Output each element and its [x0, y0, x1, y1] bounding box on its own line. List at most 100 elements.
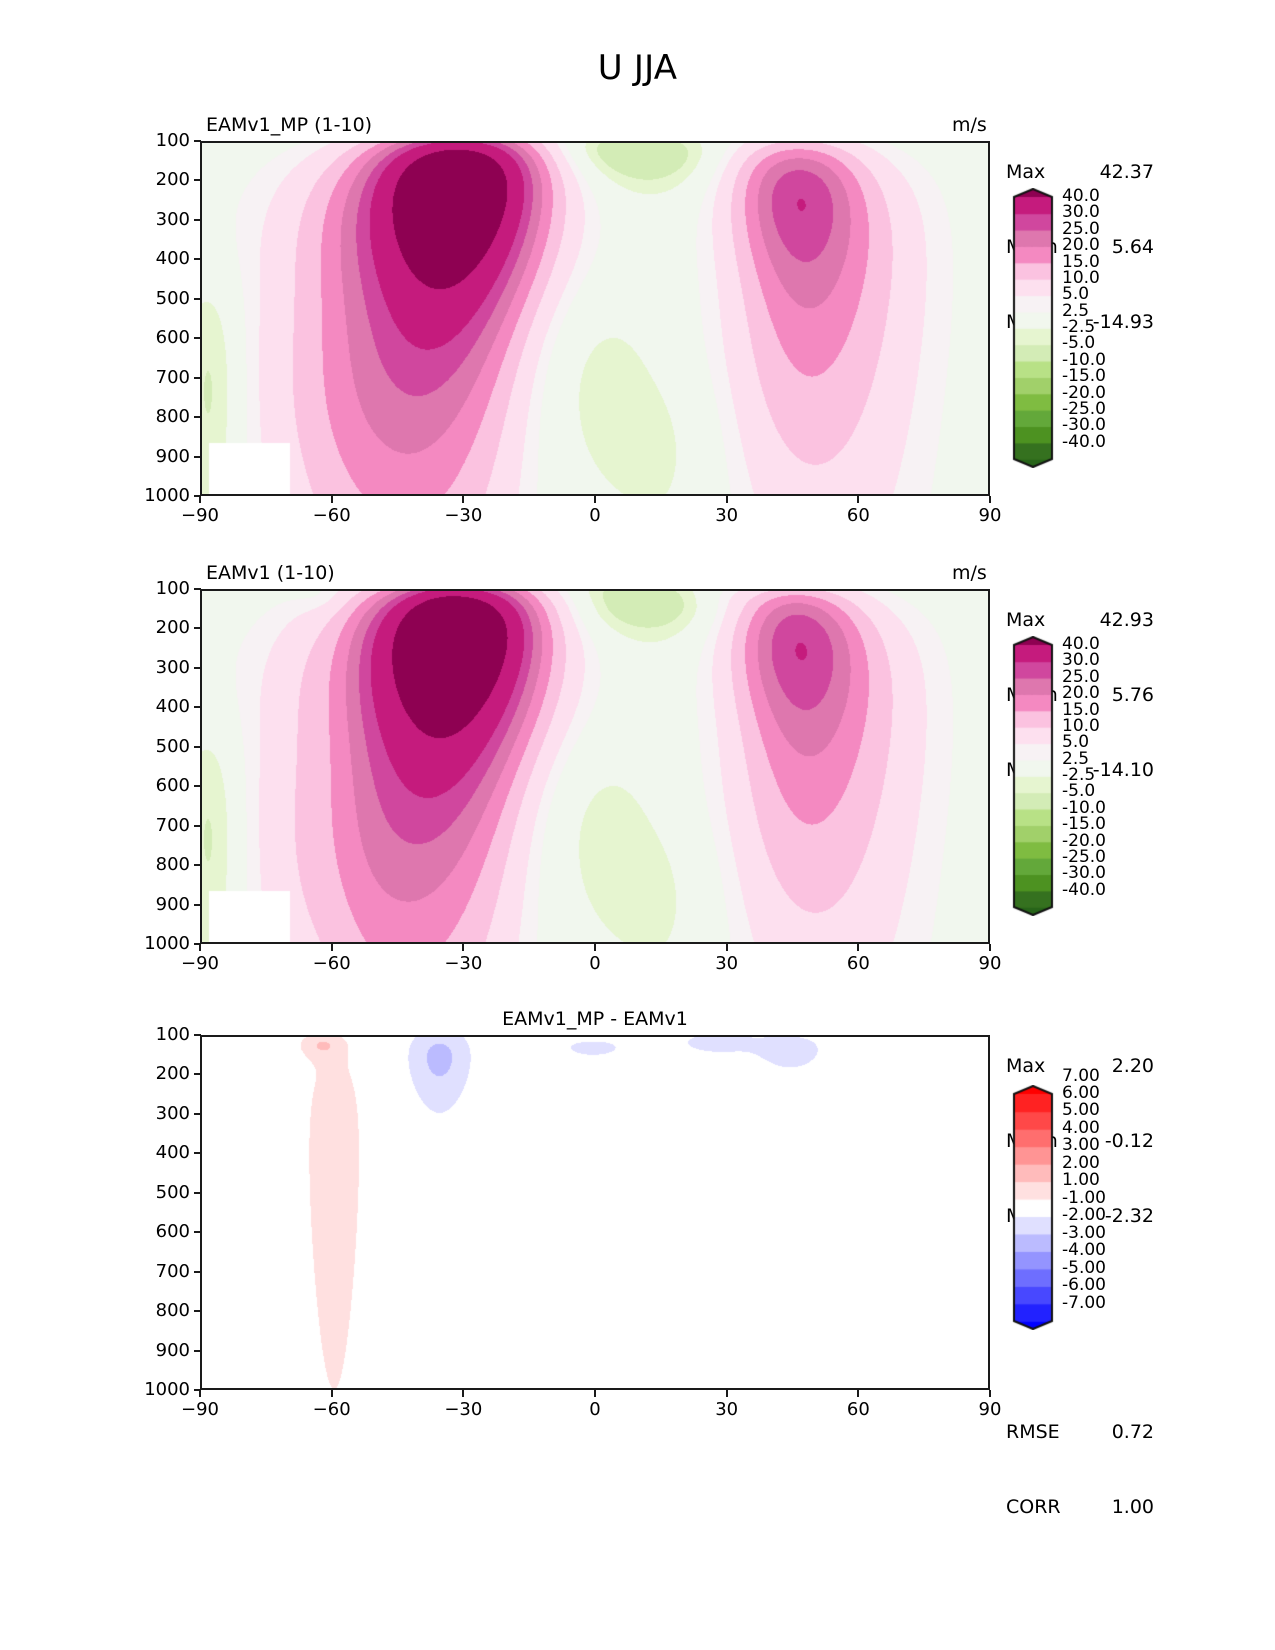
y-axis-tick: [194, 706, 201, 709]
x-axis-tick-label: 90: [978, 953, 1002, 974]
x-axis-tick-label: 30: [715, 505, 739, 526]
y-axis-tick-label: 900: [155, 445, 190, 467]
y-axis-tick-label: 200: [155, 169, 190, 191]
colorbar-tick-label: -6.00: [1062, 1275, 1106, 1296]
x-axis-tick-label: 60: [846, 505, 870, 526]
y-axis-tick: [194, 785, 201, 788]
y-axis-tick-label: 800: [155, 406, 190, 428]
colorbar-tick-label: -30.0: [1062, 863, 1106, 884]
x-axis-tick-label: 30: [715, 953, 739, 974]
y-axis-tick: [194, 943, 201, 945]
colorbar-tick-label: -5.0: [1062, 333, 1096, 354]
colorbar-tick-label: 3.00: [1062, 1135, 1100, 1156]
y-axis-tick: [194, 1034, 201, 1036]
x-axis-tick-label: −60: [312, 1399, 351, 1420]
y-axis-tick-label: 200: [155, 617, 190, 639]
colorbar-tick-label: 15.0: [1062, 251, 1100, 272]
x-axis-tick-label: 0: [589, 505, 601, 526]
x-axis-tick-label: −30: [444, 505, 483, 526]
colorbar-tick-label: -15.0: [1062, 814, 1106, 835]
y-axis-tick: [194, 1270, 201, 1273]
y-axis-tick-label: 500: [155, 735, 190, 757]
x-axis-tick: [857, 1390, 860, 1397]
x-axis-tick: [725, 944, 728, 951]
y-axis-tick-label: 400: [155, 696, 190, 718]
y-axis-tick: [194, 1112, 201, 1115]
x-axis-tick: [594, 944, 596, 951]
y-axis-tick: [194, 1073, 201, 1076]
colorbar-tick-label: -5.0: [1062, 781, 1096, 802]
x-axis-tick-label: 60: [846, 1399, 870, 1420]
y-axis-tick: [194, 903, 201, 906]
x-axis-tick-label: 30: [715, 1399, 739, 1420]
colorbar-tick-label: 6.00: [1062, 1083, 1100, 1104]
colorbar-tick-label: 5.0: [1062, 284, 1090, 305]
x-axis-tick-label: −60: [312, 953, 351, 974]
y-axis-tick: [194, 1310, 201, 1313]
colorbar-tick-label: 30.0: [1062, 202, 1100, 223]
x-axis-tick: [857, 496, 860, 503]
y-axis-tick-label: 300: [155, 1102, 190, 1124]
colorbar-tick-label: 7.00: [1062, 1065, 1100, 1086]
colorbar-tick-label: 10.0: [1062, 715, 1100, 736]
colorbar-tick-label: -10.0: [1062, 349, 1106, 370]
y-axis-tick-label: 400: [155, 1142, 190, 1164]
colorbar-tick-label: 4.00: [1062, 1117, 1100, 1138]
x-axis-tick-label: −30: [444, 953, 483, 974]
y-axis-tick-label: 100: [155, 578, 190, 599]
x-axis-tick: [594, 1390, 596, 1397]
y-axis-tick-label: 1000: [144, 485, 190, 506]
panel-ref-units: m/s: [952, 562, 987, 584]
y-axis-tick-label: 800: [155, 854, 190, 876]
colorbar-tick-label: -25.0: [1062, 398, 1106, 419]
x-axis-tick-label: 90: [978, 1399, 1002, 1420]
x-axis-tick: [462, 1390, 465, 1397]
colorbar-tick-label: -2.5: [1062, 317, 1096, 337]
panel-diff-metrics: RMSE 0.72 CORR 1.00: [1006, 1370, 1154, 1570]
colorbar-tick-label: 2.5: [1062, 300, 1090, 321]
y-axis-tick: [194, 297, 201, 300]
x-axis-tick-label: −90: [181, 953, 219, 974]
x-axis-tick: [989, 496, 991, 503]
y-axis-tick: [194, 495, 201, 497]
colorbar-tick-label: 25.0: [1062, 666, 1100, 687]
colorbar-tick-label: 2.5: [1062, 748, 1090, 769]
colorbar-tick-label: -30.0: [1062, 415, 1106, 436]
y-axis-tick-label: 500: [155, 1181, 190, 1203]
colorbar-tick-label: 40.0: [1062, 186, 1100, 206]
colorbar-tick-label: -20.0: [1062, 382, 1106, 403]
x-axis-tick-label: 0: [589, 1399, 601, 1420]
y-axis-tick: [194, 455, 201, 458]
colorbar-tick-label: -3.00: [1062, 1222, 1106, 1243]
colorbar-tick-label: -40.0: [1062, 431, 1106, 452]
x-axis-tick: [330, 496, 333, 503]
metric-row: RMSE 0.72: [1006, 1421, 1154, 1443]
colorbar-tick-label: -10.0: [1062, 797, 1106, 818]
x-axis-tick: [462, 944, 465, 951]
y-axis-tick: [194, 1349, 201, 1352]
x-axis-tick-label: 0: [589, 953, 601, 974]
x-axis-tick: [199, 496, 201, 503]
y-axis-tick: [194, 1231, 201, 1234]
x-axis-tick: [989, 944, 991, 951]
colorbar-tick-label: 1.00: [1062, 1170, 1100, 1191]
y-axis-tick-label: 300: [155, 208, 190, 230]
colorbar-tick-label: -2.5: [1062, 765, 1096, 785]
x-axis-tick-label: −60: [312, 505, 351, 526]
x-axis-tick: [462, 496, 465, 503]
y-axis-tick: [194, 258, 201, 261]
panel-diff-label: EAMv1_MP - EAMv1: [502, 1008, 688, 1030]
x-axis-tick: [330, 1390, 333, 1397]
y-axis-tick: [194, 666, 201, 669]
colorbar-tick-label: 5.0: [1062, 732, 1090, 753]
y-axis-tick: [194, 824, 201, 827]
panel-ref-colorbar: 40.0 30.0 25.0 20.0 15.0 10.0 5.0 2.5 -2.5 -5.0 -1…: [1010, 634, 1106, 920]
y-axis-tick-label: 400: [155, 248, 190, 270]
colorbar-tick-label: -15.0: [1062, 366, 1106, 387]
y-axis-tick-label: 900: [155, 893, 190, 915]
colorbar-tick-label: 25.0: [1062, 218, 1100, 239]
colorbar-tick-label: -40.0: [1062, 879, 1106, 900]
y-axis-tick: [194, 337, 201, 340]
colorbar-tick-label: 40.0: [1062, 634, 1100, 654]
figure-title: U JJA: [597, 48, 678, 88]
